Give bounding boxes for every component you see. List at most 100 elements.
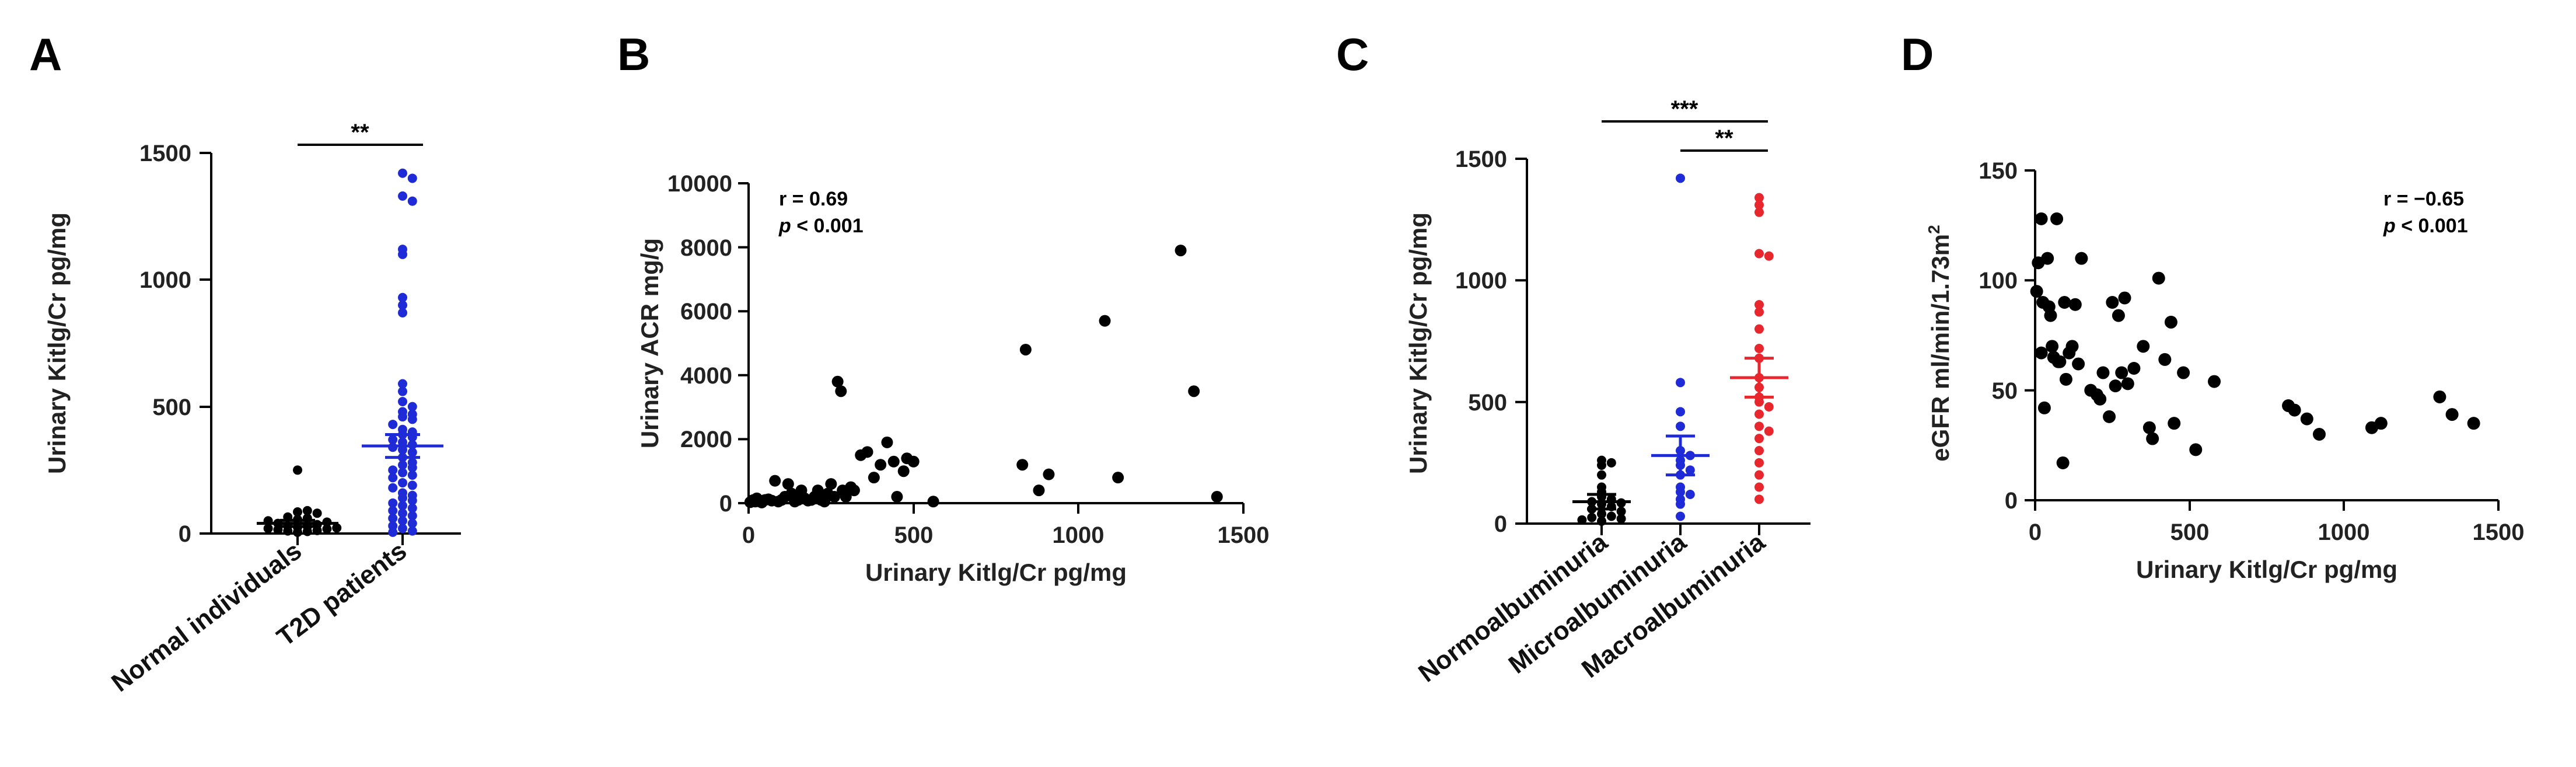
panel-a-point-g1-7: [398, 300, 407, 310]
panel-c-y-axis-title: Urinary Kitlg/Cr pg/mg: [1404, 212, 1432, 474]
panel-b-y-tick-label-2: 4000: [680, 363, 732, 389]
panel-c-point-g2-5: [1754, 300, 1764, 309]
panel-d-point-32: [2121, 377, 2134, 391]
panel-a-point-g1-42: [407, 496, 417, 505]
panel-d-point-39: [2164, 315, 2177, 329]
panel-d-point-9: [2046, 340, 2059, 353]
panel-d-points: [2030, 212, 2480, 469]
panel-b-point-42: [897, 465, 910, 477]
panel-b-y-tick-label-0: 0: [719, 491, 732, 517]
panel-b-x-tick-label-0: 0: [742, 522, 755, 548]
panel-c-point-g0-19: [1597, 516, 1606, 526]
panel-c-point-g2-23: [1754, 494, 1764, 504]
panel-b-y-tick-label-3: 6000: [680, 299, 732, 325]
panel-a-point-g1-46: [388, 505, 398, 515]
panel-d-point-19: [2068, 298, 2082, 311]
panel-d-stat-r: r = −0.65: [2383, 188, 2464, 210]
panel-d-stat-p: p < 0.001: [2383, 215, 2468, 237]
panel-d-point-11: [2050, 212, 2064, 225]
panel-d-x-tick-label-2: 1000: [2318, 520, 2370, 545]
panel-a-point-g1-43: [388, 498, 398, 508]
panel-a-y-tick-label-3: 1500: [139, 141, 191, 166]
panel-a-point-g1-38: [388, 483, 398, 493]
panel-b-point-27: [825, 478, 837, 490]
panel-b-point-36: [861, 446, 873, 458]
panel-d-point-45: [2288, 403, 2301, 417]
panel-d-x-tick-label-0: 0: [2029, 520, 2042, 545]
panel-c-point-g1-14: [1676, 499, 1685, 509]
panel-c-point-g1-15: [1676, 511, 1685, 521]
panel-b-y-tick-label-5: 10000: [667, 171, 732, 197]
panel-c-point-g2-18: [1754, 434, 1764, 444]
panel-d-point-15: [2058, 296, 2071, 309]
panel-letter-a: A: [29, 29, 62, 80]
panel-a-point-g0-21: [293, 465, 302, 475]
panel-a-point-g0-7: [332, 523, 342, 533]
panel-a-point-g1-16: [407, 414, 417, 424]
panel-d-point-2: [2035, 212, 2048, 225]
panel-d-y-tick-label-0: 0: [2005, 488, 2018, 514]
panel-d-point-52: [2467, 417, 2480, 430]
panel-b-point-23: [812, 484, 824, 497]
panel-c-y-tick-label-1: 500: [1468, 390, 1507, 416]
panel-a-point-g1-44: [398, 501, 407, 511]
panel-c-point-g2-1: [1754, 200, 1764, 210]
panel-d-point-20: [2072, 357, 2085, 371]
panel-c-point-g2-14: [1764, 402, 1774, 412]
panel-b-stat-p-rest: < 0.001: [791, 215, 864, 237]
panel-d-point-47: [2312, 428, 2326, 441]
panel-d-y-tick-label-2: 100: [1979, 268, 2018, 294]
panel-a-point-g1-1: [407, 173, 417, 183]
panel-d-point-38: [2158, 353, 2172, 366]
panel-b-point-53: [1188, 385, 1200, 398]
panel-c-point-g0-14: [1597, 509, 1606, 519]
panel-a-point-g1-41: [398, 493, 407, 503]
panel-c-point-g1-0: [1676, 173, 1685, 183]
panel-c-point-g0-18: [1577, 515, 1587, 525]
panel-d-point-35: [2142, 421, 2156, 434]
panel-c-point-g2-0: [1754, 193, 1764, 203]
panel-b-point-14: [782, 478, 794, 490]
panel-d-point-43: [2208, 375, 2221, 388]
panel-c-point-g2-19: [1754, 446, 1764, 455]
panel-a-point-g1-33: [398, 468, 407, 477]
panel-a-point-g1-45: [407, 503, 417, 513]
panel-a-point-g1-5: [398, 249, 407, 259]
panel-c-point-g2-4: [1764, 251, 1774, 261]
panel-a-y-tick-label-0: 0: [179, 521, 191, 547]
panel-d-stat-p-rest: < 0.001: [2396, 215, 2468, 237]
panel-c-y-tick-label-2: 1000: [1455, 268, 1507, 294]
panel-d-y-tick-label-3: 150: [1979, 158, 2018, 184]
panel-c-point-g2-16: [1754, 421, 1764, 431]
panel-c-point-g2-22: [1754, 482, 1764, 492]
panel-b-stat-p: p < 0.001: [778, 215, 864, 237]
panel-c-point-g2-20: [1754, 458, 1764, 468]
panel-d-x-axis-title: Urinary Kitlg/Cr pg/mg: [2136, 556, 2397, 583]
panel-c-y-tick-label-0: 0: [1494, 511, 1507, 537]
panel-letter-b: B: [617, 29, 650, 80]
panel-d-point-46: [2300, 412, 2313, 426]
panel-c-point-g2-6: [1754, 307, 1764, 317]
panel-b-x-axis-title: Urinary Kitlg/Cr pg/mg: [865, 559, 1127, 586]
panel-d-stat-p-symbol: p: [2383, 215, 2396, 237]
panel-c-points: [1572, 173, 1788, 526]
panel-a-point-g1-2: [398, 191, 407, 201]
panel-c-point-g2-7: [1754, 324, 1764, 334]
panel-a-point-g1-32: [388, 465, 398, 475]
panel-c-point-g2-21: [1754, 470, 1764, 480]
panel-a-y-axis: 0 500 1000 1500 Urinary Kitlg/Cr pg/mg: [43, 141, 212, 547]
panel-d-point-40: [2168, 417, 2181, 430]
panel-d-y-axis-title-main: eGFR ml/min/1.73m: [1927, 234, 1954, 462]
panel-b-point-41: [891, 491, 903, 503]
panel-d-point-13: [2053, 355, 2067, 368]
panel-a-point-g1-17: [388, 420, 398, 430]
panel-a-point-g1-6: [398, 292, 407, 302]
panel-d-point-6: [2041, 252, 2054, 265]
panel-a-point-g1-51: [407, 518, 417, 528]
panel-d-x-tick-label-3: 1500: [2473, 520, 2525, 545]
panel-d-point-30: [2115, 366, 2128, 379]
panel-c-y-tick-label-3: 1500: [1455, 147, 1507, 172]
panel-b-point-34: [848, 484, 860, 497]
panel-d-point-3: [2035, 346, 2048, 360]
panel-a-point-g1-0: [398, 168, 407, 178]
